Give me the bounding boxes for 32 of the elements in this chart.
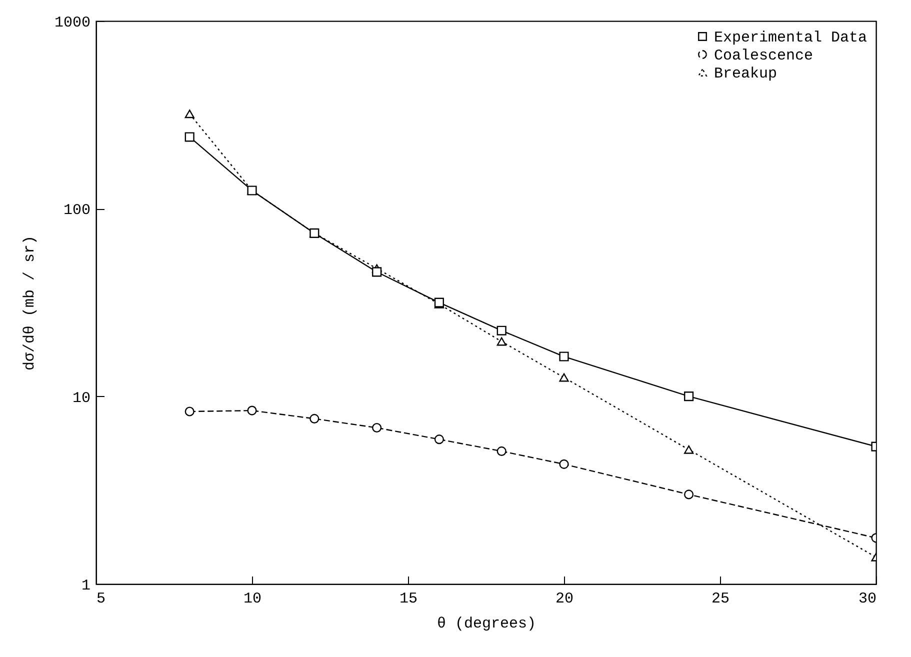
x-axis-title: θ (degrees) [436,616,536,632]
x-tick-label: 25 [711,590,730,608]
point [372,422,382,433]
y-tick-label: 1 [81,578,90,594]
point [559,352,569,362]
point [684,392,694,402]
x-tick-label: 20 [555,590,574,608]
point [684,445,694,454]
point [310,414,320,424]
point [559,373,569,382]
x-tick-label: 10 [243,590,262,608]
y-tick-label: 10 [72,390,90,407]
x-tick-label: 15 [399,590,418,608]
legend-label: Experimental Data [714,30,868,46]
point [184,132,194,142]
point [684,490,694,500]
point [247,406,257,416]
y-tick-label: 100 [63,202,90,220]
point [184,110,194,118]
point [496,326,506,336]
legend-label: Coalescence [714,48,814,64]
point [372,267,382,277]
x-tick-label: 30 [858,590,876,608]
point [434,434,444,444]
y-tick-label: 1000 [54,14,90,32]
point [496,337,506,346]
x-tick-label: 5 [96,590,106,608]
point [184,406,194,416]
point [559,459,569,469]
point [496,446,506,456]
y-axis-title: dσ/dθ (mb / sr) [21,235,38,371]
legend-label: Breakup [714,66,778,82]
